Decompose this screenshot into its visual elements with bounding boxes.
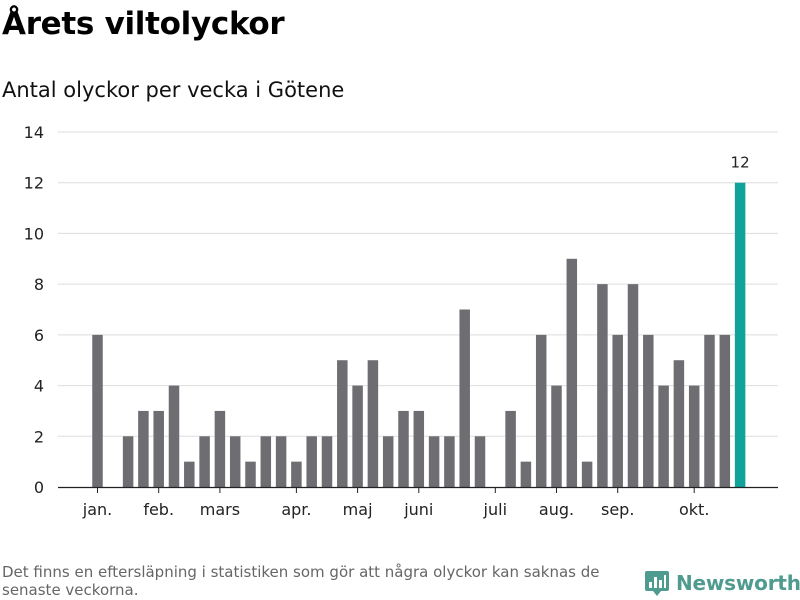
bar [551,385,562,487]
bar [673,360,685,487]
bar [581,461,593,487]
bar [275,436,287,487]
bar [260,436,272,487]
bar [704,334,715,487]
bar [520,461,532,487]
y-axis-ticks: 0 2 4 6 8 10 12 14 [24,123,44,497]
y-tick-label: 10 [24,224,44,243]
y-tick-label: 6 [34,326,44,345]
bars [92,182,746,487]
y-tick-label: 4 [34,377,44,396]
bar-chart-icon [645,571,669,596]
bar [229,436,241,487]
bar [382,436,394,487]
bar [688,385,700,487]
bar [367,360,379,487]
bar [459,309,470,487]
bar [92,334,103,487]
y-tick-label: 2 [34,427,44,446]
bar [398,410,409,487]
brand-logo: Newsworthy [644,569,800,597]
bar [643,334,654,487]
highlight-value-label: 12 [731,154,750,172]
x-tick-label: maj [343,500,373,519]
bar [153,410,164,487]
x-tick-label: apr. [281,500,311,519]
bar [138,410,149,487]
footnote: Det finns en eftersläpning i statistiken… [2,563,600,599]
x-tick-label: sep. [601,500,634,519]
bar [444,436,455,487]
brand-name: Newsworthy [676,571,800,595]
chart-subtitle: Antal olyckor per vecka i Götene [2,78,345,102]
y-tick-label: 0 [34,478,44,497]
bar [413,410,425,487]
x-tick-label: mars [200,500,240,519]
bar [658,385,669,487]
bar [168,385,180,487]
bar [122,436,134,487]
data-labels: 12 [731,154,750,172]
bar [306,436,317,487]
bar [337,360,348,487]
x-tick-label: juni [403,500,433,519]
y-tick-label: 12 [24,174,44,193]
bar [474,436,486,487]
grid-lines [58,131,778,437]
bar [612,334,623,487]
bar [199,436,210,487]
chart-title: Årets viltolyckor [2,6,285,42]
x-axis: jan. feb. mars apr. maj juni juli aug. sep. okt. [58,486,778,519]
bar-chart: 0 2 4 6 8 10 12 14 jan. feb. mars apr. maj juni juli a… [24,123,778,519]
bar [566,258,578,487]
bar [428,436,440,487]
x-tick-label: okt. [679,500,709,519]
x-tick-label: juli [483,500,507,519]
bar [214,410,226,487]
x-tick-label: aug. [539,500,574,519]
x-tick-label: jan. [82,500,112,519]
bar [291,461,302,487]
bar [535,334,547,487]
bar [505,410,516,487]
bar [321,436,333,487]
bar [597,284,608,487]
bar [184,461,195,487]
x-tick-label: feb. [143,500,174,519]
bar [627,284,639,487]
y-tick-label: 8 [34,275,44,294]
bar [245,461,256,487]
bar [734,182,746,487]
bar [352,385,363,487]
bar [719,334,731,487]
y-tick-label: 14 [24,123,44,142]
